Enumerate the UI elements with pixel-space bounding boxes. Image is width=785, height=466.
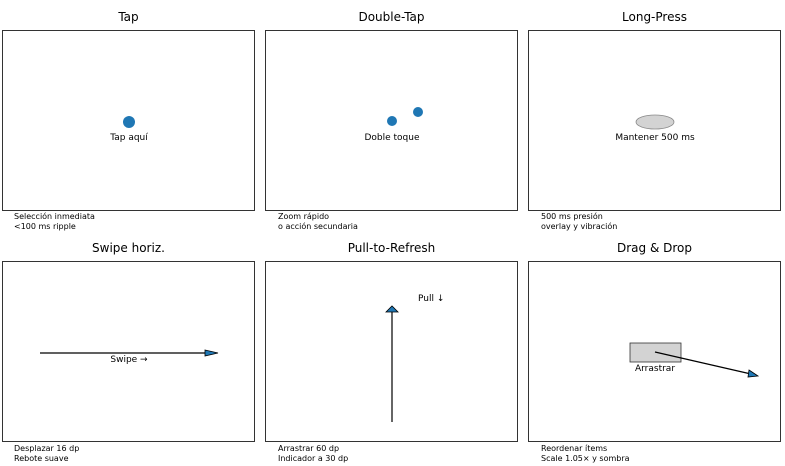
panel-title-drag-drop: Drag & Drop — [617, 241, 692, 255]
long-press-area — [635, 114, 675, 130]
panel-double-tap: Doble toque — [265, 30, 518, 211]
drag-drop-diagram: Arrastrar — [629, 342, 760, 378]
panel-long-press: Mantener 500 ms — [528, 30, 781, 211]
double-tap-label: Doble toque — [364, 133, 420, 143]
double-tap-notes: Zoom rápido o acción secundaria — [278, 212, 358, 232]
tap-note-2: <100 ms ripple — [14, 222, 76, 231]
panel-title-long-press: Long-Press — [622, 10, 687, 24]
tap-label: Tap aquí — [109, 133, 148, 143]
drag-label: Arrastrar — [635, 364, 675, 374]
swipe-label: Swipe → — [110, 355, 148, 365]
panel-title-swipe: Swipe horiz. — [92, 241, 165, 255]
panel-title-pull-to-refresh: Pull-to-Refresh — [347, 241, 436, 255]
long-press-diagram: Mantener 500 ms — [615, 114, 695, 143]
panel-title-tap: Tap — [118, 10, 139, 24]
drag-arrow-head — [747, 369, 760, 378]
tap-point — [123, 116, 135, 128]
long-press-note-1: 500 ms presión — [541, 212, 603, 221]
panel-title-double-tap: Double-Tap — [358, 10, 425, 24]
tap-note-1: Selección inmediata — [14, 212, 95, 221]
long-press-label: Mantener 500 ms — [615, 133, 695, 143]
pull-label: Pull ↓ — [418, 294, 444, 304]
panel-tap: Tap aquí — [2, 30, 255, 211]
drag-note-1: Reordenar ítems — [541, 444, 608, 453]
pull-note-1: Arrastrar 60 dp — [278, 444, 340, 453]
drag-note-2: Scale 1.05× y sombra — [541, 454, 630, 463]
pull-to-refresh-notes: Arrastrar 60 dp Indicador a 30 dp — [278, 444, 348, 464]
panel-drag-drop: Arrastrar — [528, 261, 781, 442]
long-press-notes: 500 ms presión overlay y vibración — [541, 212, 617, 232]
double-tap-diagram: Doble toque — [364, 107, 423, 143]
swipe-note-2: Rebote suave — [14, 454, 69, 463]
double-tap-point-2 — [413, 107, 423, 117]
panel-swipe: Swipe → — [2, 261, 255, 442]
double-tap-point-1 — [387, 116, 397, 126]
pull-note-2: Indicador a 30 dp — [278, 454, 349, 463]
swipe-notes: Desplazar 16 dp Rebote suave — [14, 444, 79, 464]
swipe-diagram: Swipe → — [40, 349, 219, 365]
tap-diagram: Tap aquí — [109, 116, 148, 143]
swipe-arrow-head — [204, 349, 219, 357]
pull-to-refresh-diagram: Pull ↓ — [385, 294, 444, 422]
swipe-note-1: Desplazar 16 dp — [14, 444, 80, 453]
long-press-note-2: overlay y vibración — [541, 222, 618, 231]
pull-arrow-head — [385, 305, 399, 313]
tap-notes: Selección inmediata <100 ms ripple — [14, 212, 95, 232]
drag-arrow-shaft — [654, 351, 752, 375]
panel-pull-to-refresh: Pull ↓ — [265, 261, 518, 442]
double-tap-note-1: Zoom rápido — [278, 212, 330, 221]
drag-drop-notes: Reordenar ítems Scale 1.05× y sombra — [541, 444, 630, 464]
double-tap-note-2: o acción secundaria — [278, 222, 358, 231]
